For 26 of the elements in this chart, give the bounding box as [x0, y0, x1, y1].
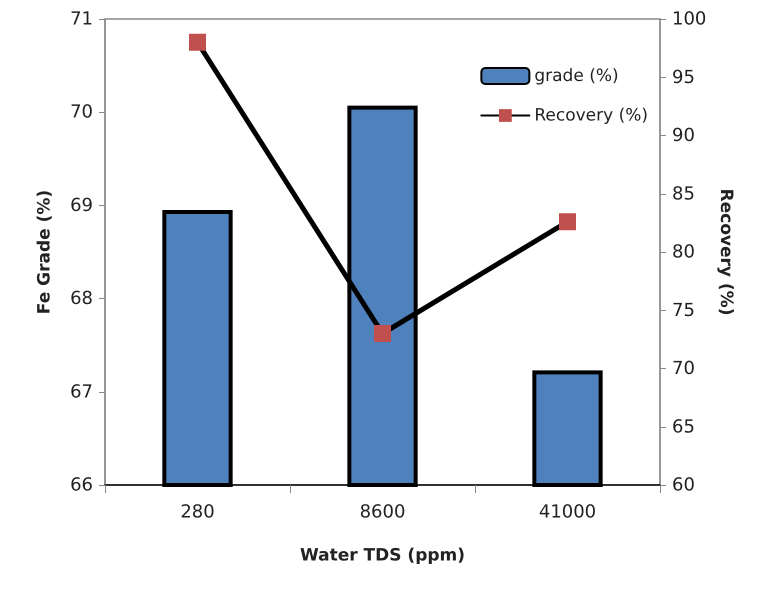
x-tick-label: 280 — [180, 502, 215, 522]
y2-tick-label: 75 — [672, 300, 695, 321]
y2-axis-title: Recovery (%) — [716, 188, 736, 316]
y-tick-label: 66 — [70, 474, 93, 496]
y-tick-label: 69 — [70, 194, 93, 216]
y-tick-label: 68 — [70, 288, 93, 310]
y2-tick-label: 80 — [672, 242, 695, 262]
legend-label: Recovery (%) — [534, 106, 648, 126]
point — [559, 213, 576, 230]
legend-label: grade (%) — [534, 66, 619, 86]
point — [374, 325, 391, 342]
x-tick-label: 41000 — [538, 502, 596, 522]
y-tick-label: 70 — [70, 102, 93, 123]
y2-tick-label: 65 — [672, 416, 695, 438]
x-tick-label: 8600 — [360, 502, 406, 522]
y2-tick-label: 100 — [672, 8, 706, 30]
y-tick-label: 71 — [70, 8, 93, 30]
y-axis-title: Fe Grade (%) — [34, 190, 54, 314]
y2-tick-label: 60 — [672, 474, 695, 496]
y2-tick-label: 95 — [672, 66, 695, 88]
y2-tick-label: 70 — [672, 358, 695, 379]
y2-tick-label: 85 — [672, 183, 695, 204]
x-axis-title: Water TDS (ppm) — [300, 546, 466, 566]
y2-tick-label: 90 — [672, 125, 695, 146]
point — [189, 34, 206, 51]
y-tick-label: 67 — [70, 381, 93, 402]
